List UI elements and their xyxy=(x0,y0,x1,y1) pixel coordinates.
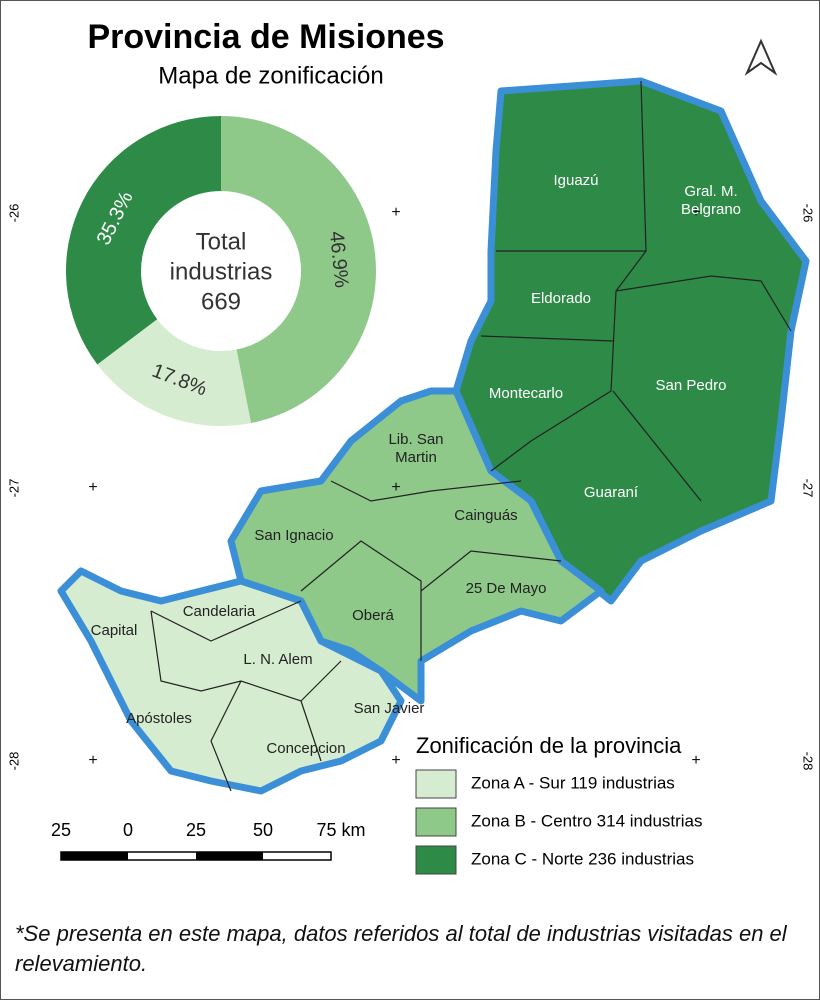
subtitle: Mapa de zonificación xyxy=(158,62,383,89)
region-label: Eldorado xyxy=(531,290,591,307)
svg-text:+: + xyxy=(88,479,97,496)
border xyxy=(615,275,792,332)
border xyxy=(490,80,647,472)
scale-label: 50 xyxy=(253,820,273,840)
region-label: Lib. San xyxy=(388,431,443,448)
region-label: Oberá xyxy=(352,607,394,624)
latitude-label: -26 xyxy=(801,204,816,223)
latitude-label: -28 xyxy=(801,752,816,771)
region-label: Montecarlo xyxy=(489,385,563,402)
zone-a xyxy=(57,567,405,795)
latitude-label: -28 xyxy=(6,752,21,771)
latitude-label: -26 xyxy=(6,204,21,223)
latitude-label: -27 xyxy=(801,479,816,498)
svg-text:+: + xyxy=(391,752,400,769)
region-label: Martin xyxy=(395,449,437,466)
svg-text:+: + xyxy=(391,479,400,496)
scale-label: 0 xyxy=(123,820,133,840)
province xyxy=(57,77,810,795)
region-label: L. N. Alem xyxy=(243,651,312,668)
legend-swatch xyxy=(415,845,457,875)
border xyxy=(612,390,702,502)
region-label: Cainguás xyxy=(454,507,517,524)
border xyxy=(150,610,342,702)
legend: Zonificación de la provincia Zona A - Sur… xyxy=(415,733,703,875)
donut-slice xyxy=(97,319,252,427)
border xyxy=(300,700,322,762)
border xyxy=(300,540,422,661)
north-arrow xyxy=(744,38,778,76)
legend-label: Zona A - Sur 119 industrias xyxy=(471,773,675,792)
legend-label: Zona B - Centro 314 industrias xyxy=(471,811,703,830)
latitude-label: -27 xyxy=(6,479,21,498)
center-total: 669 xyxy=(201,288,241,315)
legend-title: Zonificación de la provincia xyxy=(416,733,682,758)
legend-swatch xyxy=(415,807,457,837)
region-label: Capital xyxy=(91,622,138,639)
region-label: Apóstoles xyxy=(126,710,192,727)
region-label: Gral. M. xyxy=(684,183,737,200)
region-label: Belgrano xyxy=(681,201,741,218)
donut-slice xyxy=(66,116,221,365)
region-label: San Pedro xyxy=(656,377,727,394)
title: Provincia de Misiones xyxy=(87,18,444,56)
region-label: Iguazú xyxy=(553,172,598,189)
map: ++++++++ Provincia de Misiones Mapa de z… xyxy=(6,18,816,875)
borders xyxy=(150,80,792,792)
region-label: Candelaria xyxy=(183,603,256,620)
border xyxy=(420,550,562,592)
region-label: Guaraní xyxy=(584,484,639,501)
border xyxy=(480,335,614,342)
donut-slice xyxy=(221,116,376,424)
svg-text:+: + xyxy=(691,752,700,769)
scale-label: 25 xyxy=(51,820,71,840)
border xyxy=(150,600,302,642)
footnote: *Se presenta en este mapa, datos referid… xyxy=(15,921,787,976)
region-label: San Javier xyxy=(354,700,425,717)
scale-bar xyxy=(60,851,332,861)
svg-text:+: + xyxy=(391,204,400,221)
region-label: Concepcion xyxy=(266,740,345,757)
svg-text:+: + xyxy=(691,204,700,221)
border xyxy=(330,480,522,502)
legend-swatch xyxy=(415,769,457,799)
region-label: San Ignacio xyxy=(254,527,333,544)
center-label: Total xyxy=(196,228,247,255)
scale-label: 25 xyxy=(186,820,206,840)
region-label: 25 De Mayo xyxy=(466,580,547,597)
center-label: industrias xyxy=(170,258,273,285)
legend-label: Zona C - Norte 236 industrias xyxy=(471,849,694,868)
border xyxy=(210,680,242,792)
zone-c xyxy=(452,77,810,605)
svg-text:+: + xyxy=(88,752,97,769)
scale-label: 75 km xyxy=(316,820,365,840)
